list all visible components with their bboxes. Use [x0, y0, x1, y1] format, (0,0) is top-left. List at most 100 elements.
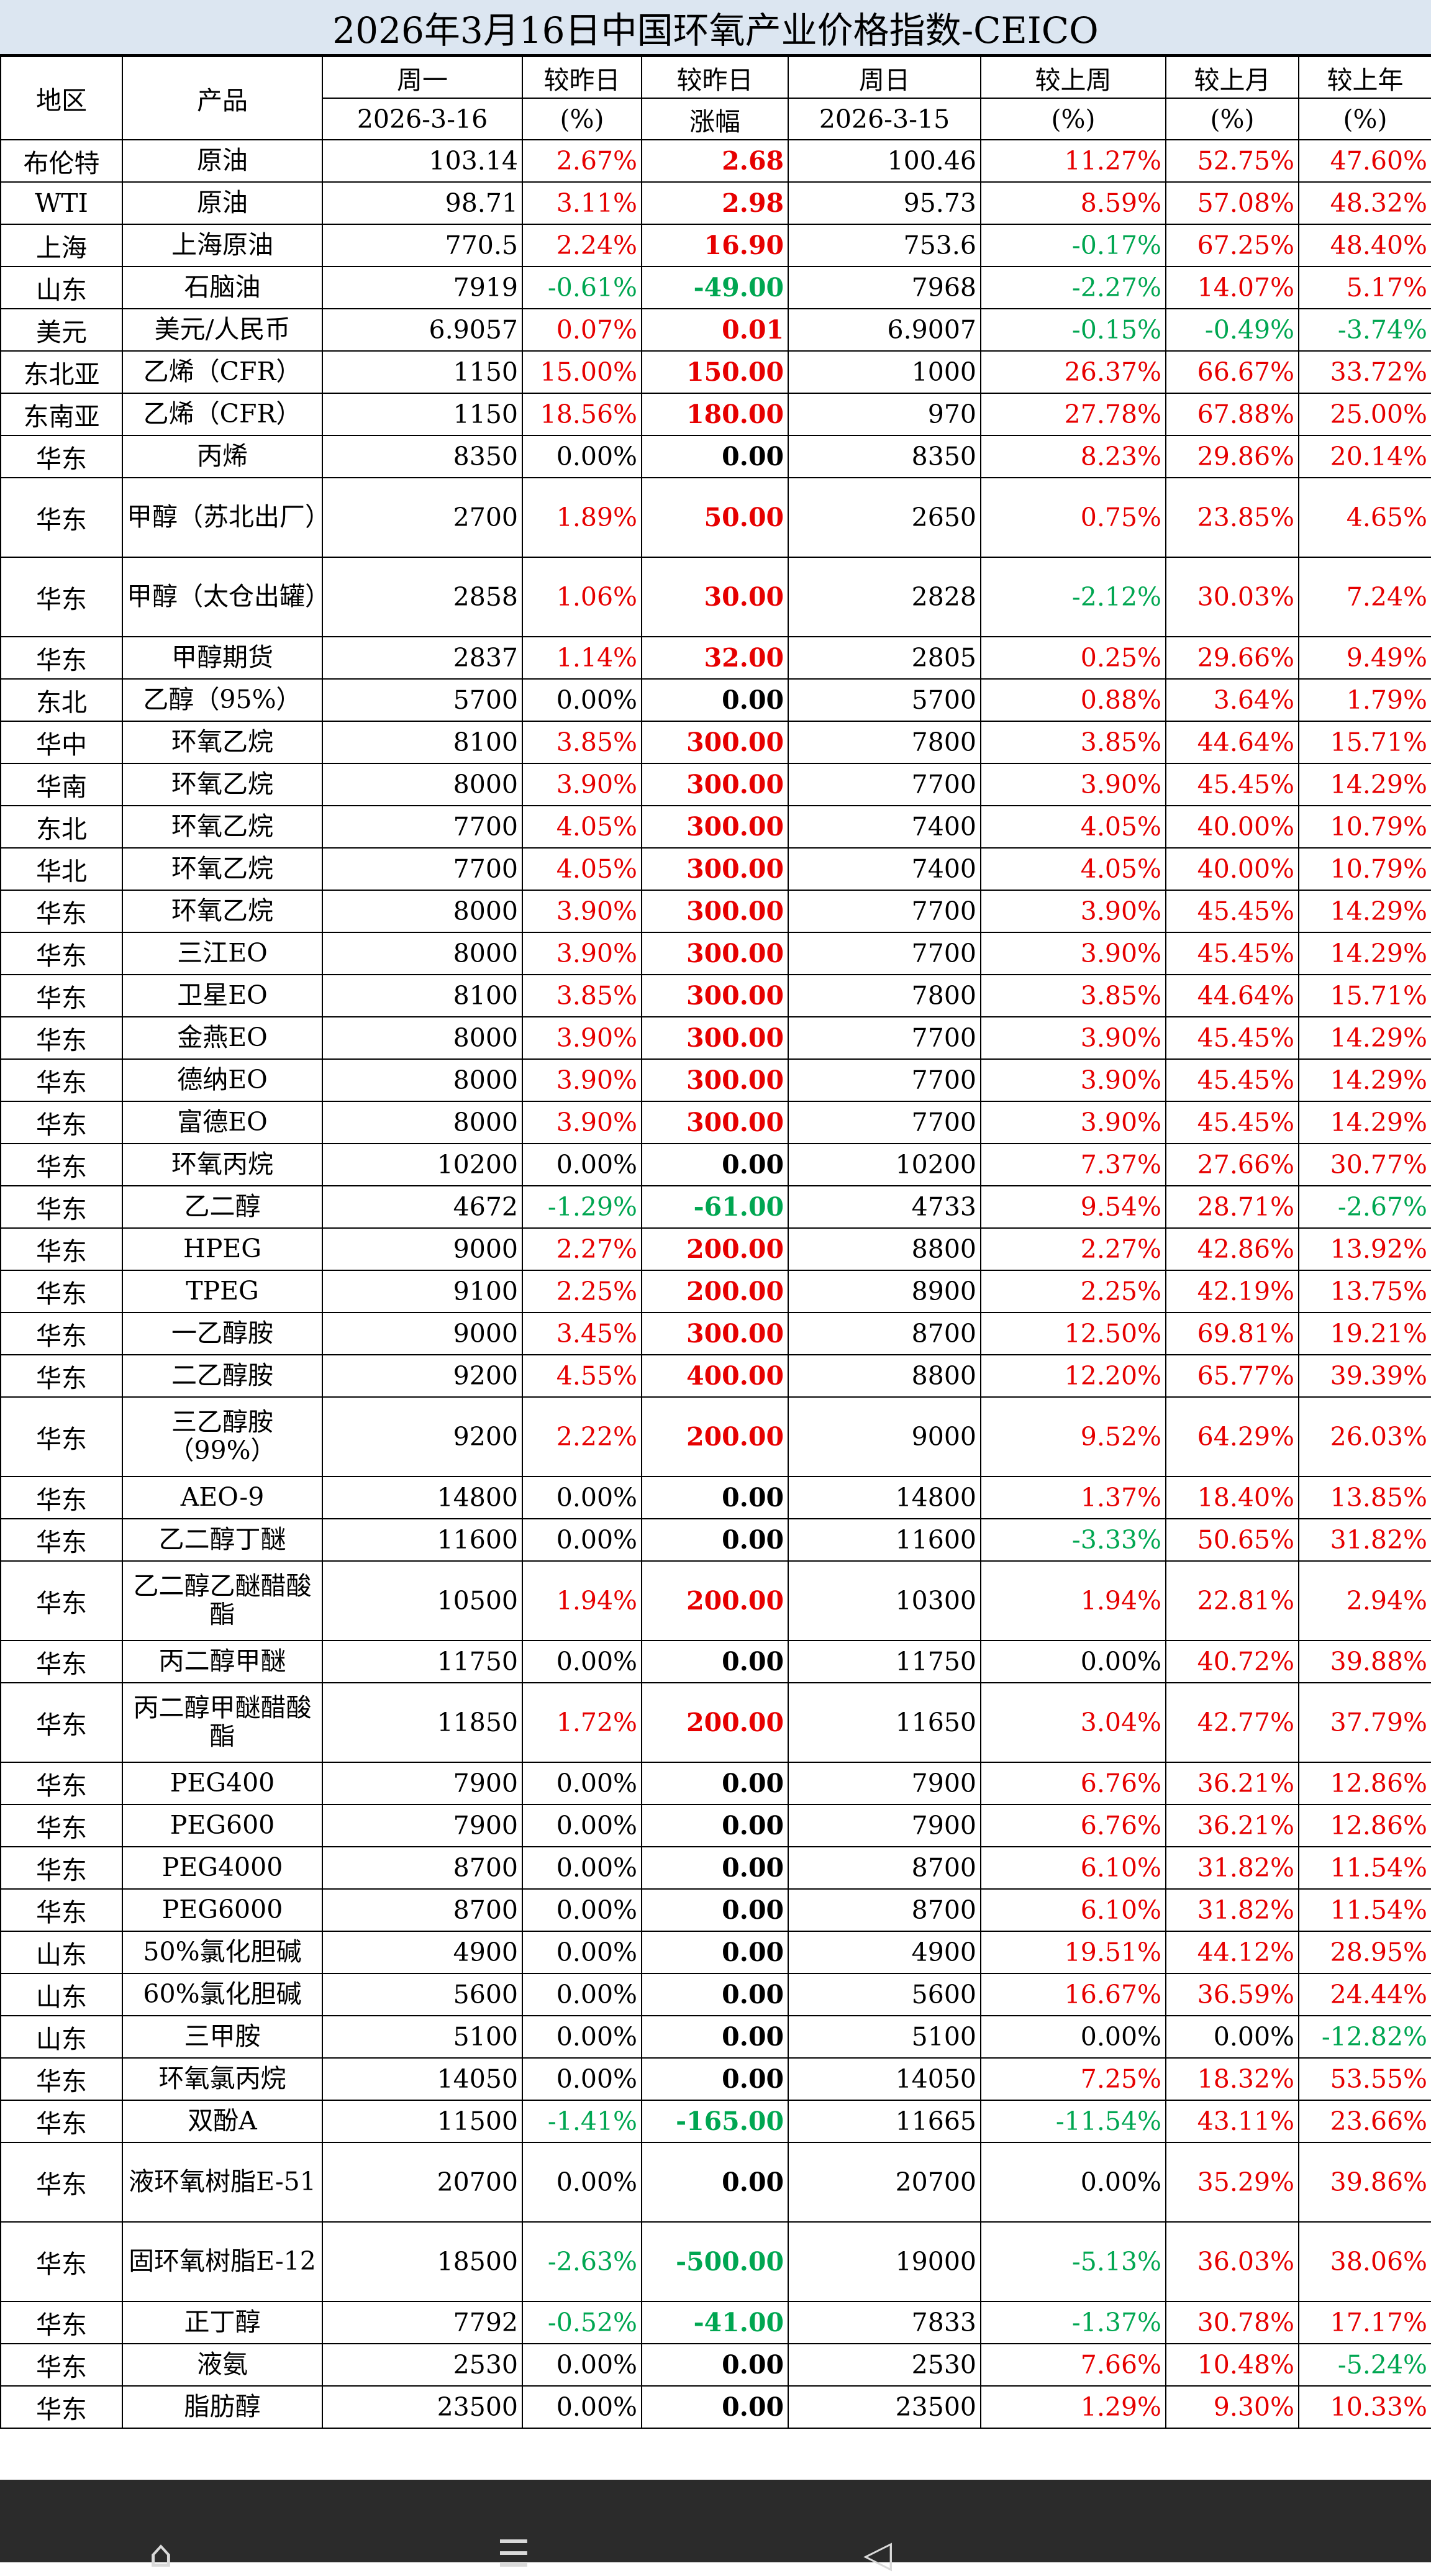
- table-row: 东北亚 乙烯（CFR） 1150 15.00% 150.00 1000 26.37% 66.6…: [0, 350, 1431, 394]
- cell-product: TPEG: [122, 1270, 323, 1313]
- table-row: 华东 乙二醇丁醚 11600 0.00% 0.00 11600 -3.33% 50.65% 31…: [0, 1518, 1431, 1562]
- cell-month: 18.40%: [1165, 1476, 1299, 1519]
- table-row: 华东 AEO-9 14800 0.00% 0.00 14800 1.37% 18.40% 13.…: [0, 1476, 1431, 1519]
- table-row: 美元 美元/人民币 6.9057 0.07% 0.01 6.9007 -0.15% -0.49…: [0, 308, 1431, 352]
- cell-today: 8000: [322, 1058, 523, 1102]
- cell-today: 8000: [322, 1101, 523, 1144]
- cell-pct-prev: 4.55%: [522, 1354, 642, 1398]
- cell-chg-prev: 0.00: [641, 1888, 789, 1932]
- cell-today: 9000: [322, 1312, 523, 1355]
- cell-region: 美元: [0, 308, 123, 352]
- table-row: 东北 环氧乙烷 7700 4.05% 300.00 7400 4.05% 40.00% 10.7…: [0, 805, 1431, 849]
- header-today: 周一: [322, 56, 523, 99]
- cell-pct-prev: 2.25%: [522, 1270, 642, 1313]
- cell-today: 10500: [322, 1560, 523, 1641]
- table-row: WTI 原油 98.71 3.11% 2.98 95.73 8.59% 57.08% 48.32…: [0, 181, 1431, 225]
- cell-today: 7919: [322, 266, 523, 309]
- cell-today: 8000: [322, 890, 523, 933]
- cell-week: 0.75%: [980, 477, 1166, 558]
- cell-product: 环氧乙烷: [122, 890, 323, 933]
- cell-pct-prev: 1.06%: [522, 557, 642, 637]
- cell-year: 15.71%: [1298, 721, 1431, 764]
- back-icon[interactable]: ◁: [863, 2533, 893, 2576]
- cell-week: 3.85%: [980, 974, 1166, 1017]
- cell-region: 东南亚: [0, 393, 123, 436]
- cell-region: 华东: [0, 1888, 123, 1932]
- cell-chg-prev: 0.00: [641, 678, 789, 722]
- cell-product: 乙烯（CFR）: [122, 393, 323, 436]
- cell-today: 23500: [322, 2385, 523, 2429]
- cell-year: 14.29%: [1298, 890, 1431, 933]
- cell-year: 14.29%: [1298, 1101, 1431, 1144]
- cell-month: 69.81%: [1165, 1312, 1299, 1355]
- cell-pct-prev: 18.56%: [522, 393, 642, 436]
- cell-chg-prev: 0.00: [641, 435, 789, 478]
- cell-year: 17.17%: [1298, 2301, 1431, 2344]
- cell-today: 10200: [322, 1143, 523, 1186]
- table-row: 上海 上海原油 770.5 2.24% 16.90 753.6 -0.17% 67.25% 48…: [0, 224, 1431, 267]
- cell-region: 华东: [0, 1227, 123, 1271]
- cell-prev: 7900: [788, 1804, 981, 1847]
- cell-week: 6.10%: [980, 1888, 1166, 1932]
- cell-pct-prev: 3.90%: [522, 1016, 642, 1060]
- cell-pct-prev: -1.41%: [522, 2100, 642, 2143]
- cell-year: -3.74%: [1298, 308, 1431, 352]
- cell-year: 39.39%: [1298, 1354, 1431, 1398]
- cell-product: 环氧氯丙烷: [122, 2057, 323, 2101]
- cell-chg-prev: 0.00: [641, 2343, 789, 2387]
- cell-region: 布伦特: [0, 139, 123, 183]
- cell-region: 华东: [0, 1640, 123, 1683]
- table-body: 布伦特 原油 103.14 2.67% 2.68 100.46 11.27% 52.75% 47…: [0, 139, 1431, 2429]
- cell-today: 14800: [322, 1476, 523, 1519]
- cell-week: 3.85%: [980, 721, 1166, 764]
- cell-prev: 11665: [788, 2100, 981, 2143]
- cell-year: 12.86%: [1298, 1804, 1431, 1847]
- cell-product: 乙二醇丁醚: [122, 1518, 323, 1562]
- cell-today: 5700: [322, 678, 523, 722]
- table-row: 华东 TPEG 9100 2.25% 200.00 8900 2.25% 42.19% 13.7…: [0, 1270, 1431, 1313]
- cell-month: 67.88%: [1165, 393, 1299, 436]
- cell-chg-prev: 0.00: [641, 2057, 789, 2101]
- cell-today: 7700: [322, 805, 523, 849]
- cell-today: 5600: [322, 1973, 523, 2016]
- cell-month: 42.19%: [1165, 1270, 1299, 1313]
- cell-month: 36.59%: [1165, 1973, 1299, 2016]
- cell-chg-prev: 0.00: [641, 2015, 789, 2059]
- cell-region: 上海: [0, 224, 123, 267]
- cell-prev: 100.46: [788, 139, 981, 183]
- table-row: 华东 甲醇期货 2837 1.14% 32.00 2805 0.25% 29.66% 9.49%: [0, 636, 1431, 680]
- table-row: 华东 富德EO 8000 3.90% 300.00 7700 3.90% 45.45% 14.2…: [0, 1101, 1431, 1144]
- cell-year: 13.85%: [1298, 1476, 1431, 1519]
- cell-year: 47.60%: [1298, 139, 1431, 183]
- header-week: 较上周: [980, 56, 1166, 99]
- cell-month: 43.11%: [1165, 2100, 1299, 2143]
- cell-year: -5.24%: [1298, 2343, 1431, 2387]
- cell-year: 10.79%: [1298, 805, 1431, 849]
- cell-region: 华东: [0, 2343, 123, 2387]
- cell-year: 14.29%: [1298, 932, 1431, 975]
- cell-prev: 6.9007: [788, 308, 981, 352]
- table-row: 华东 环氧乙烷 8000 3.90% 300.00 7700 3.90% 45.45% 14.2…: [0, 890, 1431, 933]
- table-row: 华东 二乙醇胺 9200 4.55% 400.00 8800 12.20% 65.77% 39.…: [0, 1354, 1431, 1398]
- table-row: 华东 正丁醇 7792 -0.52% -41.00 7833 -1.37% 30.78% 17.…: [0, 2301, 1431, 2344]
- cell-year: 39.86%: [1298, 2142, 1431, 2223]
- cell-month: 57.08%: [1165, 181, 1299, 225]
- cell-month: 42.77%: [1165, 1682, 1299, 1763]
- cell-year: 38.06%: [1298, 2221, 1431, 2302]
- cell-product: 甲醇（苏北出厂）: [122, 477, 323, 558]
- cell-today: 4900: [322, 1931, 523, 1974]
- cell-chg-prev: 300.00: [641, 890, 789, 933]
- table-row: 华东 丙二醇甲醚 11750 0.00% 0.00 11750 0.00% 40.72% 39.…: [0, 1640, 1431, 1683]
- cell-region: 东北亚: [0, 350, 123, 394]
- home-icon[interactable]: ⌂: [149, 2533, 173, 2576]
- menu-icon[interactable]: ☰: [497, 2533, 530, 2576]
- cell-region: 华东: [0, 1804, 123, 1847]
- cell-year: 4.65%: [1298, 477, 1431, 558]
- cell-week: 6.76%: [980, 1762, 1166, 1805]
- cell-product: 60%氯化胆碱: [122, 1973, 323, 2016]
- cell-chg-prev: 300.00: [641, 805, 789, 849]
- cell-year: 7.24%: [1298, 557, 1431, 637]
- cell-week: 12.20%: [980, 1354, 1166, 1398]
- table-row: 华东 乙二醇 4672 -1.29% -61.00 4733 9.54% 28.71% -2.6…: [0, 1185, 1431, 1229]
- cell-today: 9200: [322, 1354, 523, 1398]
